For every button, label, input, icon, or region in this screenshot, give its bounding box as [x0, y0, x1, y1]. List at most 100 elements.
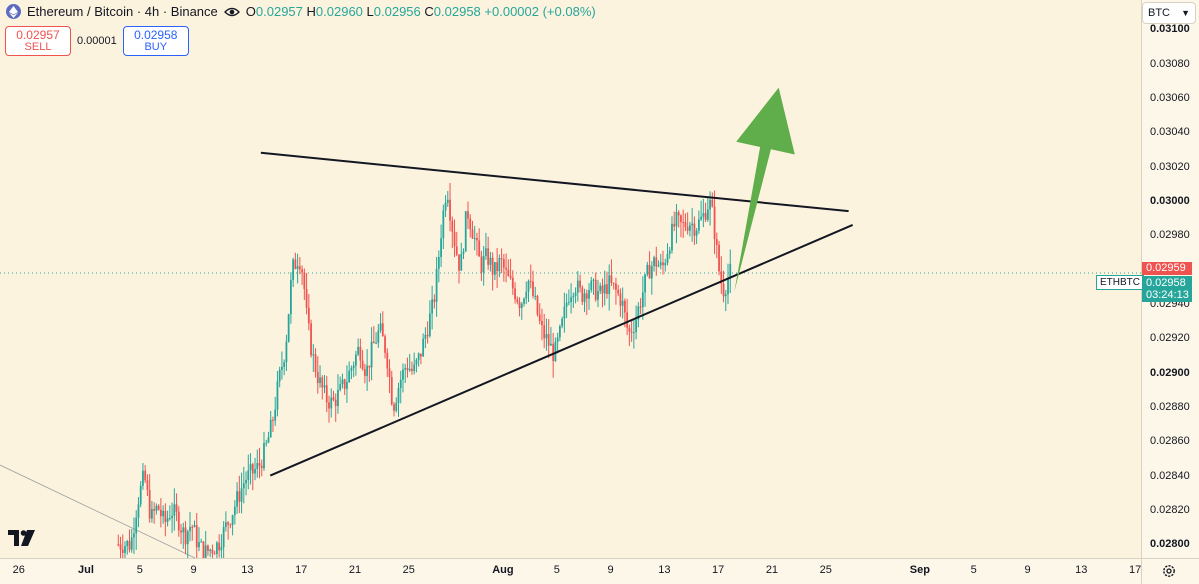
- candle-body: [713, 206, 716, 240]
- candle: [597, 279, 599, 308]
- candle-body: [458, 254, 460, 271]
- candle: [133, 517, 135, 554]
- candle: [529, 264, 532, 289]
- candle: [402, 363, 404, 393]
- price-chart-svg[interactable]: [0, 0, 1141, 558]
- x-tick-label: 5: [136, 564, 143, 576]
- x-tick-label: 17: [1128, 564, 1142, 576]
- candle: [245, 471, 247, 496]
- candle-body: [671, 223, 673, 251]
- last-price-tag: 0.02958 03:24:13: [1142, 276, 1192, 302]
- candle: [702, 198, 705, 228]
- candle: [352, 361, 355, 378]
- bar-countdown: 03:24:13: [1146, 289, 1189, 301]
- candle-body: [630, 331, 633, 333]
- candle-body: [500, 258, 503, 260]
- ethereum-logo-icon[interactable]: [6, 4, 21, 19]
- candle-body: [372, 341, 375, 344]
- candle: [498, 254, 501, 278]
- candle: [307, 293, 310, 331]
- chart-plot-area[interactable]: Ethereum / Bitcoin · 4h · Binance O0.029…: [0, 0, 1141, 558]
- x-tick-label: 13: [241, 564, 254, 576]
- candle-body: [464, 211, 467, 252]
- candle-body: [195, 525, 198, 548]
- candle: [139, 480, 142, 508]
- candle: [588, 283, 590, 310]
- symbol-title[interactable]: Ethereum / Bitcoin · 4h · Binance: [27, 4, 218, 19]
- candle: [274, 396, 277, 426]
- candle: [312, 344, 315, 372]
- candle: [467, 201, 469, 230]
- candle-body: [527, 280, 530, 292]
- settings-gear-icon[interactable]: [1162, 564, 1176, 578]
- x-tick-label: 9: [190, 564, 197, 576]
- candle: [493, 262, 496, 281]
- candle: [209, 548, 212, 558]
- candle-body: [220, 547, 223, 551]
- candle: [648, 251, 651, 279]
- candle-body: [637, 306, 640, 320]
- candle: [608, 264, 611, 311]
- buy-button[interactable]: 0.02958 BUY: [122, 26, 189, 56]
- candle-body: [229, 524, 232, 526]
- candle-body: [227, 522, 230, 525]
- candle: [455, 231, 458, 257]
- candle: [420, 353, 422, 365]
- candle-body: [263, 443, 265, 469]
- candle: [514, 282, 516, 304]
- eye-icon[interactable]: [223, 6, 240, 18]
- candle: [137, 497, 140, 528]
- candle: [415, 358, 418, 373]
- candle-body: [697, 219, 700, 231]
- candle-body: [173, 504, 176, 516]
- candle-body: [608, 275, 611, 294]
- candle: [711, 192, 714, 208]
- candle: [395, 397, 398, 413]
- candle-body: [175, 504, 178, 512]
- candle-body: [534, 295, 537, 297]
- candle-body: [666, 253, 669, 264]
- candle-body: [473, 238, 476, 240]
- candle-body: [460, 253, 463, 271]
- candle-body: [673, 223, 676, 227]
- candle-body: [368, 365, 371, 368]
- candle-body: [233, 506, 236, 516]
- candle: [718, 240, 720, 276]
- candle: [442, 204, 445, 250]
- candle-body: [467, 211, 469, 219]
- candle: [487, 236, 490, 270]
- candle: [126, 539, 129, 555]
- candle-body: [359, 346, 362, 361]
- candle: [216, 541, 218, 558]
- y-tick-label: 0.02800: [1150, 538, 1190, 551]
- candle: [254, 457, 256, 481]
- trade-panel: 0.02957 SELL 0.00001 0.02958 BUY: [5, 26, 189, 56]
- currency-selector[interactable]: BTC ▼: [1142, 2, 1196, 24]
- candle-body: [146, 480, 149, 490]
- candle-body: [585, 293, 588, 299]
- candle-body: [711, 199, 714, 207]
- candle-body: [592, 279, 595, 281]
- candle: [285, 334, 288, 371]
- candle-body: [348, 370, 351, 383]
- candle-body: [130, 537, 133, 550]
- candle-body: [487, 248, 490, 265]
- candle-body: [184, 527, 187, 545]
- candle-body: [722, 283, 725, 297]
- candle: [390, 370, 393, 406]
- drawing-line-faint: [0, 464, 196, 558]
- candle: [357, 338, 360, 357]
- candle: [704, 202, 707, 223]
- candle: [173, 488, 176, 531]
- candle: [298, 257, 301, 275]
- candle: [117, 534, 120, 547]
- time-axis[interactable]: 26 Jul 5 9 13 17 21 25 Aug 5 9 13 17 21 25 Sep 5 9 13 17: [0, 558, 1141, 584]
- candle-body: [222, 526, 225, 548]
- candle: [332, 390, 335, 402]
- candle-body: [453, 231, 456, 247]
- tradingview-logo-icon[interactable]: [8, 530, 36, 546]
- candle-body: [650, 266, 653, 279]
- candle-body: [485, 248, 487, 256]
- sell-button[interactable]: 0.02957 SELL: [5, 26, 71, 56]
- candle: [301, 265, 303, 285]
